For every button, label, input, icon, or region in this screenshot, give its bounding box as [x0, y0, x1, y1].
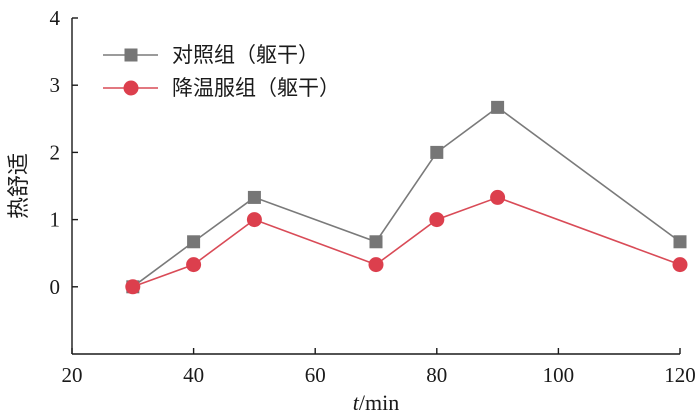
data-point — [490, 189, 506, 205]
axes — [71, 18, 680, 355]
legend-label: 对照组（躯干） — [172, 43, 319, 67]
x-tick-label: 100 — [543, 363, 575, 387]
legend-marker — [124, 48, 138, 62]
data-point — [125, 279, 141, 295]
y-tick-label: 4 — [50, 6, 61, 30]
data-point — [430, 145, 444, 159]
y-tick-label: 2 — [50, 140, 61, 164]
series-line — [132, 196, 681, 288]
series-line — [132, 106, 681, 288]
data-point — [186, 257, 202, 273]
data-point — [369, 235, 383, 249]
series-2 — [125, 189, 688, 295]
series-layer — [125, 100, 688, 295]
data-point — [672, 257, 688, 273]
x-tick-label: 80 — [426, 363, 447, 387]
x-tick-label: 20 — [62, 363, 83, 387]
y-tick-label: 0 — [50, 275, 61, 299]
legend-label: 降温服组（躯干） — [172, 76, 340, 100]
legend: 对照组（躯干） 降温服组（躯干） — [103, 43, 340, 100]
legend-item-1: 对照组（躯干） — [103, 43, 319, 67]
legend-marker — [123, 80, 139, 96]
data-point — [246, 212, 262, 228]
series-1 — [126, 100, 687, 294]
y-tick-label: 3 — [50, 73, 61, 97]
x-tick-label: 60 — [305, 363, 326, 387]
x-tick-label: 120 — [664, 363, 696, 387]
data-point — [247, 190, 261, 204]
data-point — [673, 235, 687, 249]
data-point — [187, 235, 201, 249]
ticks: 20 40 60 80 100 120 0 1 2 3 4 — [50, 6, 696, 387]
x-tick-label: 40 — [183, 363, 204, 387]
x-axis-title: t/min — [353, 390, 399, 415]
data-point — [429, 212, 445, 228]
x-axis-title-variable: t — [353, 390, 360, 415]
x-axis-title-unit: /min — [359, 390, 399, 415]
data-point — [368, 257, 384, 273]
legend-item-2: 降温服组（躯干） — [103, 76, 340, 100]
data-point — [491, 100, 505, 114]
y-tick-label: 1 — [50, 208, 61, 232]
y-axis-title: 热舒适 — [7, 153, 32, 219]
